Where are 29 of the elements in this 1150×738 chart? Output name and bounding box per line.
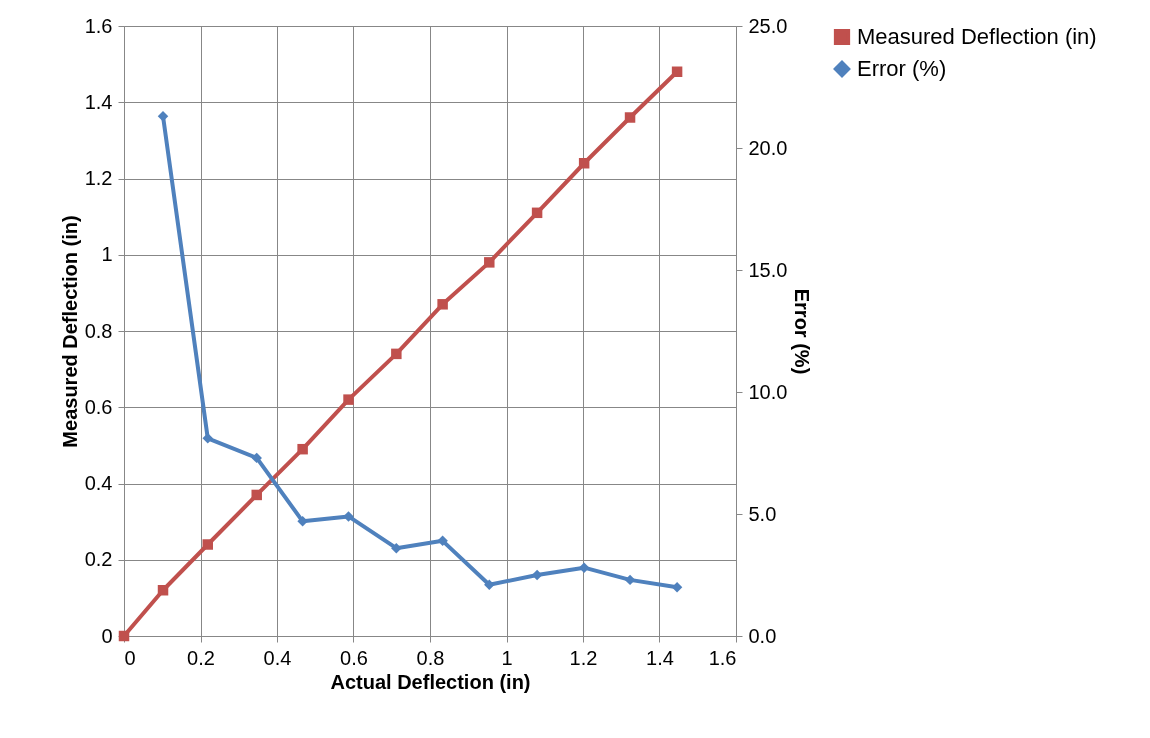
x-tick-label: 0: [124, 646, 136, 669]
x-tick-label: 0.4: [263, 646, 292, 669]
y2-tick-label: 5.0: [748, 502, 777, 525]
y-tick-label: 0.2: [84, 548, 113, 571]
y2-tick-label: 10.0: [748, 380, 788, 403]
y-tick-label: 0.4: [84, 472, 113, 494]
legend-label: Error (%): [857, 56, 947, 81]
x-tick-label: 0.2: [187, 646, 215, 669]
x-tick-label: 1: [501, 646, 513, 669]
x-tick-label: 0.6: [340, 646, 368, 669]
y-axis-title: Measured Deflection (in): [58, 215, 81, 448]
x-tick-label: 1.4: [646, 646, 674, 669]
x-tick-label: 0.8: [416, 646, 445, 669]
y-tick-label: 0.8: [84, 319, 113, 342]
x-axis-title: Actual Deflection (in): [330, 670, 531, 693]
y-tick-label: 1: [101, 243, 113, 266]
y-tick-label: 1.2: [84, 167, 113, 189]
legend-label: Measured Deflection (in): [857, 24, 1097, 49]
y2-tick-label: 20.0: [748, 136, 788, 159]
y-tick-label: 1.6: [84, 14, 113, 37]
y-tick-label: 1.4: [84, 90, 113, 113]
x-tick-label: 1.2: [569, 646, 598, 669]
y2-tick-label: 25.0: [748, 14, 788, 37]
y-tick-label: 0: [101, 624, 113, 647]
y-tick-label: 0.6: [84, 395, 113, 418]
x-tick-label: 1.6: [708, 646, 737, 669]
y2-tick-label: 15.0: [748, 258, 788, 281]
y2-tick-label: 0.0: [748, 624, 777, 647]
y2-axis-title: Error (%): [791, 288, 814, 375]
